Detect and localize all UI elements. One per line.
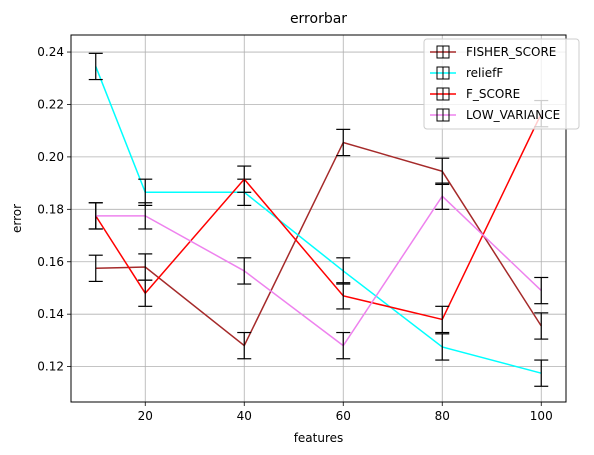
legend-item-fisher-score: FISHER_SCORE [430,45,556,59]
errorbar-f-score [237,165,252,193]
legend-label: reliefF [466,66,503,80]
x-axis-title: features [294,431,344,445]
legend-item-f-score: F_SCORE [430,87,520,101]
errorbar-low-variance [237,257,252,285]
errorbar-fisher-score [88,254,103,283]
errorbar-low-variance [336,331,351,360]
y-tick-label: 0.16 [37,255,64,269]
grid [71,35,566,402]
y-axis-title: error [10,204,24,233]
legend-item-relieff: reliefF [430,66,503,80]
legend-item-low-variance: LOW_VARIANCE [430,108,560,122]
legend-label: F_SCORE [466,87,520,101]
series-line-relieff [95,66,542,374]
series-line-low-variance [95,195,542,347]
axis-ticks: 20 40 60 80 100 0.12 0.14 0.16 0.18 0.20 0.22 0.24 [37,45,552,423]
errorbar-relieff [88,52,103,81]
errorbar-fisher-score [336,128,351,157]
series-layer [88,52,549,387]
series-line-f-score [95,113,542,321]
errorbar-f-score [138,279,153,307]
y-tick-label: 0.18 [37,202,64,216]
errorbar-fisher-score [237,331,252,360]
errorbar-low-variance [88,202,103,230]
x-tick-label: 100 [530,409,553,423]
x-tick-label: 40 [237,409,252,423]
legend-box [423,38,580,130]
x-tick-label: 80 [435,409,450,423]
y-tick-label: 0.20 [37,150,64,164]
errorbar-f-score [336,282,351,310]
y-tick-label: 0.24 [37,45,64,59]
errorbar-relieff [534,359,549,387]
errorbar-relieff [435,333,450,361]
chart-title: errorbar [290,11,347,27]
legend: FISHER_SCORE reliefF F_SCORE LOW_VARIANCE [423,38,580,130]
errorbar-low-variance [534,276,549,305]
errorbar-low-variance [138,202,153,230]
y-tick-label: 0.14 [37,307,64,321]
y-tick-label: 0.12 [37,360,64,374]
errorbar-low-variance [435,182,450,210]
legend-label: LOW_VARIANCE [466,108,560,122]
errorbar-fisher-score [534,312,549,340]
errorbar-f-score [435,305,450,334]
y-tick-label: 0.22 [37,97,64,111]
legend-label: FISHER_SCORE [466,45,556,59]
plot-frame [70,34,567,403]
x-tick-label: 60 [336,409,351,423]
x-tick-label: 20 [138,409,153,423]
series-line-fisher-score [95,141,542,347]
errorbar-fisher-score [435,157,450,186]
